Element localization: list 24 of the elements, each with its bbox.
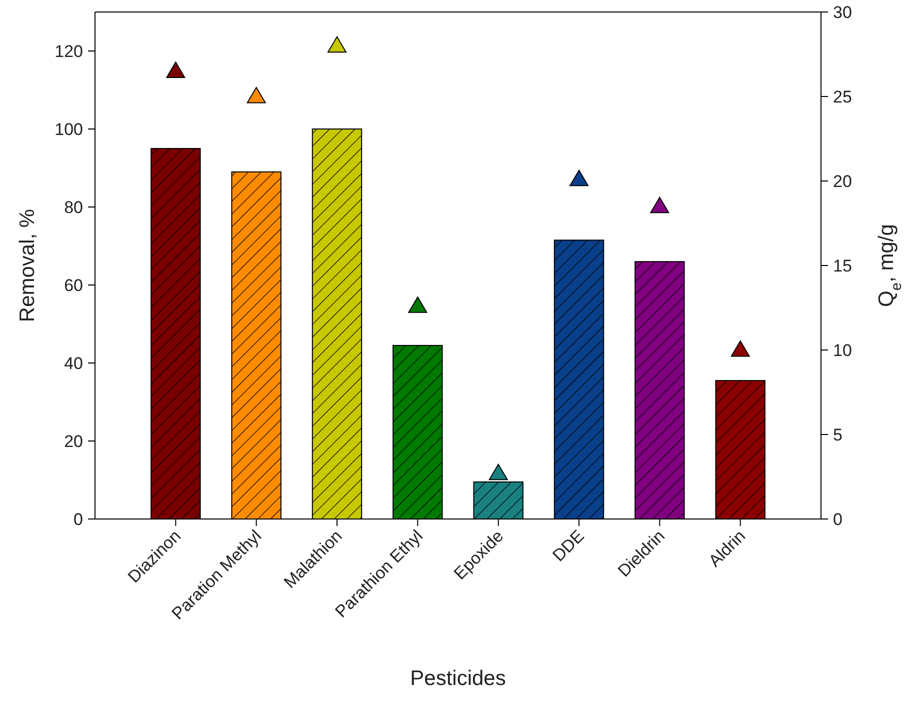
y2-tick-label: 10 [833, 340, 852, 360]
y2-tick-label: 25 [833, 87, 852, 106]
y2-tick-label: 30 [833, 2, 852, 22]
point [408, 296, 428, 313]
point [650, 196, 670, 214]
y-tick-label: 80 [64, 198, 83, 217]
point [328, 36, 346, 53]
y2-tick-label: 0 [833, 510, 842, 529]
y-tick-label: 120 [54, 42, 83, 61]
y-tick-label: 0 [74, 510, 83, 529]
point [166, 62, 186, 78]
y-tick-label: 60 [64, 276, 83, 295]
point [730, 340, 750, 357]
point [570, 170, 588, 186]
y-axis-title: Removal, % [16, 208, 39, 322]
point [488, 464, 508, 480]
x-axis-title: Pesticides [410, 667, 506, 690]
point [246, 87, 266, 104]
y2-tick-label: 5 [833, 425, 842, 444]
y-tick-label: 20 [64, 432, 83, 451]
y2-tick-label: 20 [833, 172, 852, 191]
y-tick-label: 40 [64, 354, 83, 373]
y2-tick-label: 15 [833, 256, 852, 276]
y-tick-label: 100 [54, 120, 83, 139]
